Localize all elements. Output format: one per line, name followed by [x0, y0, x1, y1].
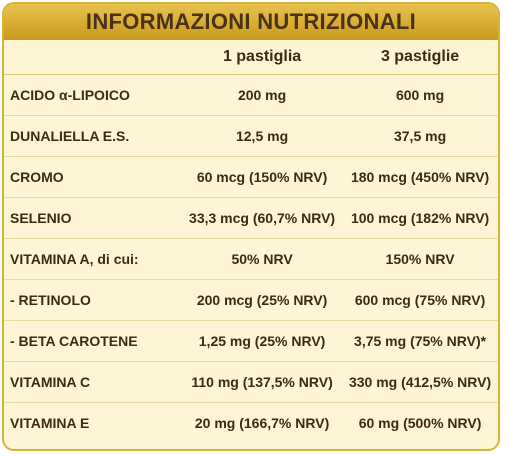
table-row: VITAMINA C 110 mg (137,5% NRV) 330 mg (412…	[4, 361, 498, 403]
table-row: - RETINOLO 200 mcg (25% NRV) 600 mcg (75% …	[4, 279, 498, 321]
nutrient-name: VITAMINA E	[10, 415, 90, 431]
nutrient-name: - RETINOLO	[4, 279, 182, 321]
table-row: VITAMINA E 20 mg (166,7% NRV) 60 mg (500% …	[4, 403, 498, 444]
nutrient-name: CROMO	[4, 156, 182, 198]
column-header: 3 pastiglie	[342, 40, 498, 75]
nutrient-amount: 180 mcg (450% NRV)	[342, 156, 498, 198]
nutrient-amount: 100 mcg (182% NRV)	[342, 197, 498, 239]
nutrient-amount: 200 mg	[182, 74, 343, 116]
nutrient-amount: 200 mcg (25% NRV)	[182, 279, 343, 321]
nutrient-name: ACIDO α-LIPOICO	[4, 74, 182, 116]
nutrient-amount: 33,3 mcg (60,7% NRV)	[182, 197, 343, 239]
nutrient-amount: 50% NRV	[182, 238, 343, 280]
nutrient-name: VITAMINA A, di cui:	[4, 238, 182, 280]
nutrient-amount: 60 mcg (150% NRV)	[182, 156, 343, 198]
nutrient-amount: 600 mcg (75% NRV)	[342, 279, 498, 321]
nutrient-amount: 60 mg (500% NRV)	[358, 415, 482, 431]
nutrient-amount: 600 mg	[342, 74, 498, 116]
header-row: 1 pastiglia 3 pastiglie	[4, 40, 498, 75]
nutrient-amount: 3,75 mg (75% NRV)*	[342, 320, 498, 362]
nutrient-amount: 150% NRV	[342, 238, 498, 280]
nutrition-table: 1 pastiglia 3 pastiglie ACIDO α-LIPOICO 20…	[4, 40, 498, 443]
nutrient-amount: 1,25 mg (25% NRV)	[182, 320, 343, 362]
title: INFORMAZIONI NUTRIZIONALI	[4, 4, 498, 40]
table-body: ACIDO α-LIPOICO 200 mg 600 mg DUNALIELLA E.…	[4, 74, 498, 444]
table-row: - BETA CAROTENE 1,25 mg (25% NRV) 3,75 mg …	[4, 320, 498, 362]
column-header: 1 pastiglia	[182, 40, 343, 75]
table-row: ACIDO α-LIPOICO 200 mg 600 mg	[4, 74, 498, 116]
nutrient-name: VITAMINA C	[4, 361, 182, 403]
empty-header	[4, 40, 182, 75]
table-row: DUNALIELLA E.S. 12,5 mg 37,5 mg	[4, 115, 498, 157]
nutrient-amount: 20 mg (166,7% NRV)	[194, 415, 330, 431]
nutrient-name: SELENIO	[4, 197, 182, 239]
nutrient-amount: 37,5 mg	[342, 115, 498, 157]
table-row: CROMO 60 mcg (150% NRV) 180 mcg (450% NRV)	[4, 156, 498, 198]
nutrient-amount: 110 mg (137,5% NRV)	[182, 361, 343, 403]
nutrient-name: - BETA CAROTENE	[4, 320, 182, 362]
nutrient-amount: 330 mg (412,5% NRV)	[342, 361, 498, 403]
nutrition-panel: INFORMAZIONI NUTRIZIONALI 1 pastiglia 3 p…	[2, 2, 500, 451]
table-row: VITAMINA A, di cui: 50% NRV 150% NRV	[4, 238, 498, 280]
table-row: SELENIO 33,3 mcg (60,7% NRV) 100 mcg (182%…	[4, 197, 498, 239]
nutrient-amount: 12,5 mg	[182, 115, 343, 157]
nutrient-name: DUNALIELLA E.S.	[4, 115, 182, 157]
